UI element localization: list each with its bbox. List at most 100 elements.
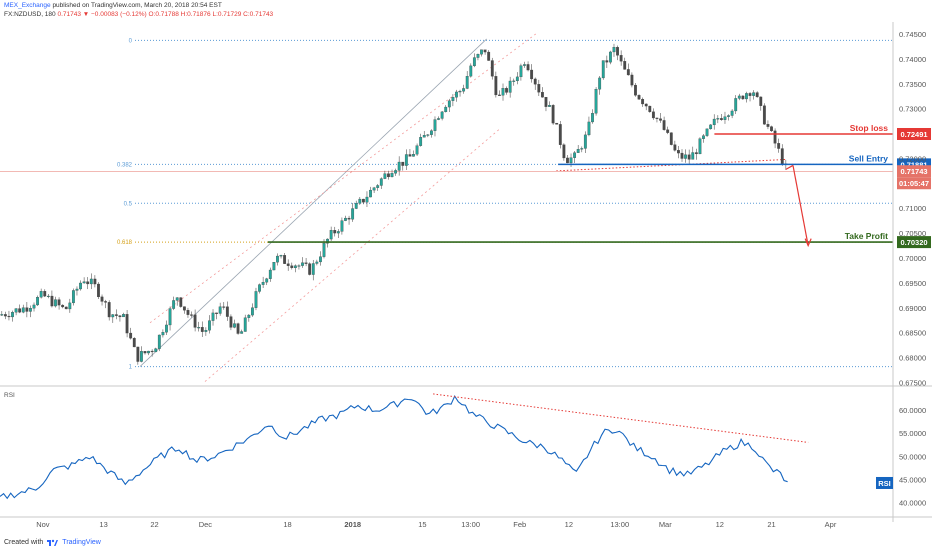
publisher-name[interactable]: MEX_Exchange	[4, 2, 51, 9]
candle-body	[537, 84, 541, 93]
candle-body	[745, 93, 748, 100]
trend-channel-line	[204, 128, 501, 382]
time-tick-label: Dec	[199, 520, 213, 529]
candle-body	[32, 304, 36, 309]
rsi-trendline	[433, 393, 809, 443]
candle-body	[304, 262, 308, 264]
candle-body	[154, 348, 158, 353]
candle-body	[379, 178, 383, 186]
candle-body	[326, 238, 329, 244]
candle-body	[18, 308, 22, 313]
candle-body	[634, 84, 637, 96]
time-tick-label: 18	[283, 520, 291, 529]
candle-body	[50, 295, 54, 307]
tradingview-brand[interactable]: TradingView	[62, 539, 101, 546]
candle-body	[573, 152, 577, 158]
fib-level-label: 1	[129, 365, 133, 371]
candle-body	[344, 217, 347, 221]
candle-body	[39, 291, 43, 298]
candle-body	[447, 100, 451, 108]
price-tick-label: 0.72000	[899, 154, 926, 163]
candle-body	[143, 351, 147, 354]
candle-body	[376, 185, 380, 188]
time-tick-label: 22	[150, 520, 158, 529]
candle-body	[630, 74, 634, 86]
candle-body	[168, 308, 172, 326]
candle-body	[566, 157, 569, 164]
trade-level-label: Stop loss	[850, 123, 889, 133]
candle-body	[218, 306, 222, 314]
candle-body	[444, 106, 448, 113]
tradingview-logo-icon	[47, 539, 59, 546]
ohlc-values: O:0.71788 H:0.71876 L:0.71729 C:0.71743	[148, 11, 274, 18]
candle-body	[612, 47, 616, 53]
rsi-line	[0, 395, 788, 500]
candle-body	[494, 76, 498, 96]
candle-body	[641, 99, 645, 105]
candle-body	[136, 346, 140, 362]
candle-body	[97, 283, 100, 298]
candle-body	[483, 49, 487, 53]
candle-body	[132, 338, 136, 348]
candle-body	[308, 263, 312, 275]
fib-level-label: 0.618	[117, 240, 133, 246]
candle-body	[766, 124, 770, 127]
published-text: published on TradingView.com, March 20, …	[52, 2, 222, 9]
candle-body	[698, 138, 702, 155]
candle-body	[437, 118, 440, 120]
candle-body	[311, 263, 315, 275]
candle-body	[684, 154, 687, 159]
candle-body	[140, 351, 143, 362]
candle-body	[576, 149, 580, 153]
trend-channel-line	[149, 33, 537, 324]
candle-body	[272, 262, 276, 271]
time-tick-label: 13:00	[610, 520, 629, 529]
candle-body	[190, 314, 193, 316]
candle-body	[0, 314, 4, 316]
candle-body	[770, 126, 773, 132]
candle-body	[3, 314, 7, 317]
candle-body	[43, 291, 47, 297]
candle-body	[301, 262, 304, 266]
candle-body	[354, 203, 358, 209]
candle-body	[57, 299, 61, 306]
candle-body	[526, 64, 530, 71]
countdown-tag	[897, 177, 931, 190]
candle-body	[508, 80, 512, 93]
candle-body	[519, 65, 523, 78]
candle-body	[315, 261, 319, 264]
candle-body	[107, 302, 111, 318]
candle-body	[580, 148, 584, 150]
candle-body	[433, 119, 437, 131]
candle-body	[286, 263, 290, 266]
candle-body	[290, 265, 294, 269]
candle-body	[71, 290, 75, 304]
rsi-pane[interactable]: RSI	[0, 392, 809, 500]
candle-body	[333, 230, 337, 234]
candle-body	[562, 144, 566, 159]
candle-body	[172, 300, 176, 309]
rsi-tick-label: 40.0000	[899, 498, 926, 507]
candle-body	[780, 148, 784, 165]
candle-body	[243, 317, 247, 332]
projection-arrow	[792, 165, 809, 246]
candle-body	[762, 105, 766, 125]
candle-body	[490, 60, 494, 77]
candle-body	[705, 128, 709, 136]
candle-body	[662, 120, 666, 130]
time-tick-label: 2018	[344, 520, 361, 529]
candle-body	[759, 96, 763, 106]
candle-body	[440, 111, 444, 119]
candle-body	[383, 173, 387, 179]
candle-body	[691, 152, 695, 160]
candle-body	[54, 299, 57, 307]
candle-body	[415, 145, 419, 155]
candle-body	[211, 312, 215, 321]
chart-canvas[interactable]: 0 0.382 0.5 0.618 1 Stop loss Sell Entry Take P…	[0, 22, 932, 535]
candle-body	[197, 327, 201, 329]
candle-body	[351, 208, 355, 220]
price-pane[interactable]: 0 0.382 0.5 0.618 1 Stop loss Sell Entry Take P…	[0, 33, 893, 382]
candle-body	[752, 92, 756, 96]
candle-body	[225, 306, 229, 317]
price-tick-label: 0.74500	[899, 30, 926, 39]
